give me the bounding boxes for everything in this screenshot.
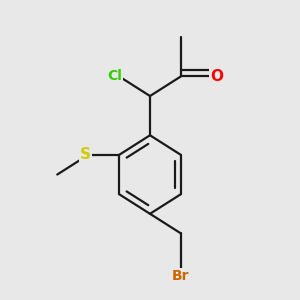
Text: Cl: Cl [107,69,122,83]
Text: Br: Br [172,269,190,284]
Text: S: S [80,147,91,162]
Text: O: O [210,69,224,84]
